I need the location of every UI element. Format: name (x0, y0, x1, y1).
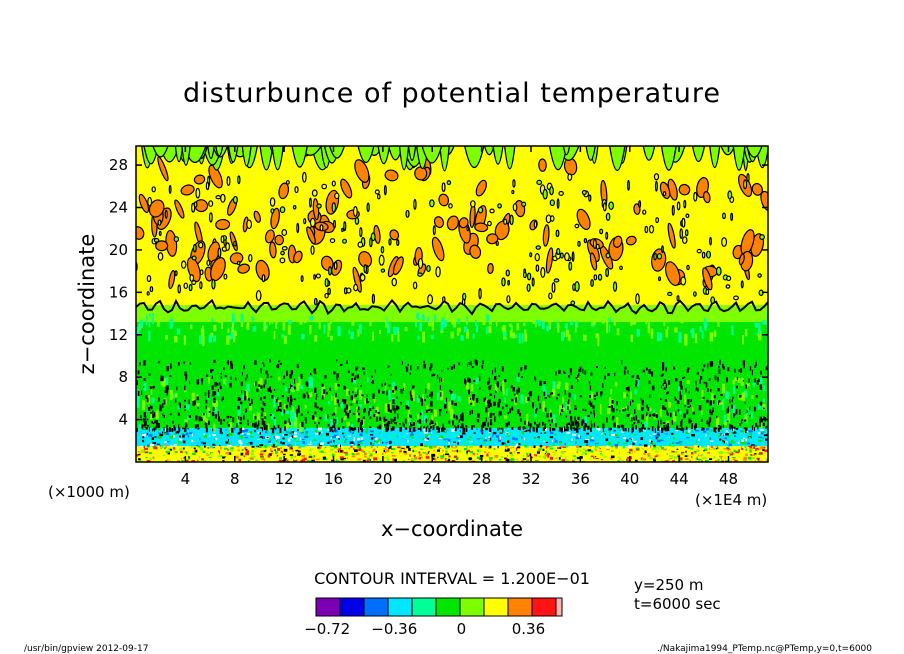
plot-area (136, 146, 768, 462)
colorbar-swatch (507, 597, 533, 617)
time-annotation: t=6000 sec (634, 595, 721, 613)
y-tick-label: 16 (109, 283, 128, 301)
gravity-wave-features (136, 146, 768, 306)
footer-left: /usr/bin/gpview 2012-09-17 (24, 644, 148, 654)
y-tick-label: 24 (109, 199, 128, 217)
colorbar-tick-label: 0.36 (512, 620, 545, 638)
colorbar-swatch (483, 597, 509, 617)
colorbar-swatch (363, 597, 389, 617)
colorbar: −0.72 −0.36 0 0.36 (304, 597, 563, 638)
colorbar-swatch (459, 597, 485, 617)
x-tick-label: 32 (521, 470, 540, 488)
y-tick-label: 8 (118, 368, 128, 386)
footer-right: ./Nakajima1994_PTemp.nc@PTemp,y=0,t=6000 (657, 644, 872, 654)
colorbar-swatch (339, 597, 365, 617)
y-tick-label: 20 (109, 241, 128, 259)
y-axis: 4 8 12 16 20 24 28 (109, 156, 768, 429)
x-axis: 4 8 12 16 20 24 28 32 36 40 44 48 (181, 146, 738, 488)
chart-title: disturbunce of potential temperature (183, 78, 721, 109)
colorbar-tick-label: 0 (457, 620, 467, 638)
y-axis-title: z−coordinate (75, 234, 99, 375)
x-tick-label: 24 (423, 470, 442, 488)
colorbar-tick-label: −0.72 (304, 620, 350, 638)
x-tick-label: 28 (472, 470, 491, 488)
x-tick-label: 4 (181, 470, 191, 488)
plot-frame (135, 145, 769, 463)
x-tick-label: 8 (230, 470, 240, 488)
x-tick-label: 12 (275, 470, 294, 488)
colorbar-swatch (555, 597, 563, 617)
convective-layer-texture (136, 312, 768, 434)
x-tick-label: 16 (324, 470, 343, 488)
x-tick-label: 20 (373, 470, 392, 488)
colorbar-swatch (387, 597, 413, 617)
colorbar-swatch (315, 597, 341, 617)
x-tick-label: 44 (670, 470, 689, 488)
y-unit-label: (×1000 m) (48, 483, 130, 501)
colorbar-swatch (411, 597, 437, 617)
colorbar-swatch (531, 597, 557, 617)
y-position-annotation: y=250 m (634, 576, 703, 594)
y-tick-label: 12 (109, 326, 128, 344)
contour-interval-label: CONTOUR INTERVAL = 1.200E−01 (314, 569, 590, 588)
x-tick-label: 48 (719, 470, 738, 488)
x-unit-label: (×1E4 m) (695, 491, 767, 509)
colorbar-tick-label: −0.36 (371, 620, 417, 638)
y-tick-label: 4 (118, 411, 128, 429)
layer-0 (136, 446, 768, 462)
stable-layer-boundary (136, 298, 768, 316)
colorbar-swatch (435, 597, 461, 617)
x-tick-label: 36 (571, 470, 590, 488)
x-axis-title: x−coordinate (381, 517, 523, 541)
y-tick-label: 28 (109, 156, 128, 174)
x-tick-label: 40 (620, 470, 639, 488)
